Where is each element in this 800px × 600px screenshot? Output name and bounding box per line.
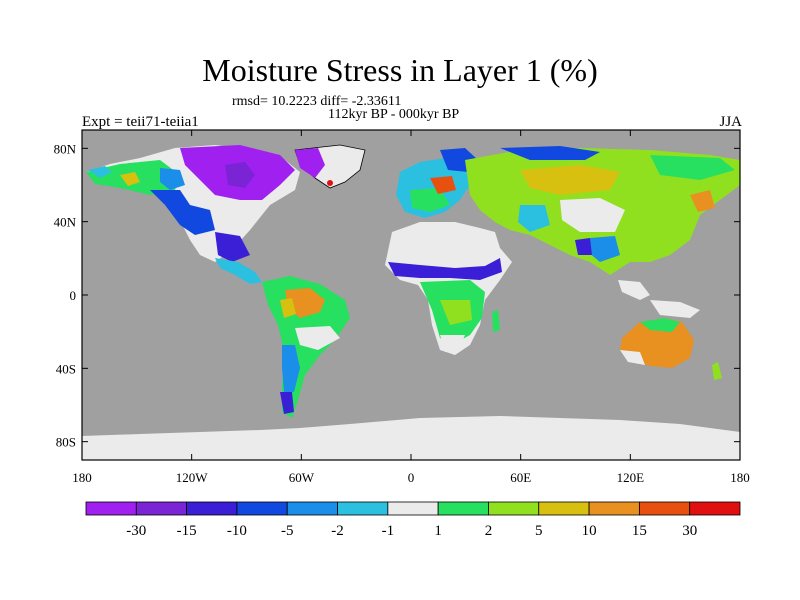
colorbar-box-11 <box>638 501 691 516</box>
lon-label-6: 180 <box>730 470 750 485</box>
field-asia-blue <box>588 236 620 262</box>
colorbar: -30 -15 -10 -5 -2 -1 1 2 5 10 15 30 <box>85 501 741 539</box>
lon-label-2: 60W <box>289 470 315 485</box>
field-na-cyan <box>88 166 112 178</box>
land-fields <box>82 144 740 460</box>
field-asia-yellow <box>520 165 620 195</box>
colorbar-label-0: -30 <box>126 523 146 539</box>
field-africa-yellow <box>440 300 472 325</box>
lon-label-4: 60E <box>510 470 531 485</box>
colorbar-box-7 <box>437 501 489 516</box>
field-sa-purple <box>280 392 294 414</box>
map-title: Moisture Stress in Layer 1 (%) <box>202 52 598 88</box>
field-australia-green <box>640 318 680 332</box>
colorbar-box-3 <box>236 501 288 516</box>
colorbar-label-10: 15 <box>632 523 647 539</box>
colorbar-box-1 <box>135 501 188 516</box>
land-central-america <box>215 258 262 284</box>
field-greenland-purple <box>295 148 325 178</box>
field-na-dark-purple <box>225 162 255 188</box>
field-na-gulf <box>215 232 250 262</box>
colorbar-label-5: -1 <box>382 523 395 539</box>
lat-label-4: 80S <box>56 435 76 450</box>
field-greenland-red <box>327 180 333 186</box>
colorbar-label-7: 2 <box>485 523 493 539</box>
field-asia-white <box>560 198 625 232</box>
colorbar-box-2 <box>186 501 238 516</box>
field-asia-cyan <box>518 205 550 232</box>
field-na-yellow <box>120 172 140 186</box>
field-sa-blue <box>282 345 300 392</box>
land-madagascar <box>492 310 500 332</box>
colorbar-label-9: 10 <box>582 523 597 539</box>
field-africa-white <box>440 335 465 352</box>
field-asia-orange <box>690 190 715 212</box>
colorbar-box-12 <box>689 501 741 516</box>
field-africa-purple <box>388 258 502 280</box>
lat-label-0: 80N <box>54 141 77 156</box>
field-europe-red <box>430 176 456 194</box>
field-sa-yellow <box>280 298 296 318</box>
colorbar-box-4 <box>286 501 338 516</box>
land-antarctica <box>82 416 740 460</box>
colorbar-box-0 <box>85 501 137 516</box>
colorbar-label-6: 1 <box>434 523 442 539</box>
field-na-lightblue <box>160 168 185 190</box>
colorbar-label-2: -10 <box>227 523 247 539</box>
lat-label-3: 40S <box>56 361 76 376</box>
colorbar-label-1: -15 <box>177 523 197 539</box>
field-na-blue <box>150 190 215 235</box>
period-line: 112kyr BP - 000kyr BP <box>328 107 460 122</box>
field-australia-white <box>620 350 645 365</box>
colorbar-box-8 <box>488 501 540 516</box>
experiment-label: Expt = teii71-teiia1 <box>82 114 199 130</box>
colorbar-box-5 <box>337 501 389 516</box>
season-label: JJA <box>719 114 742 130</box>
lon-label-0: 180 <box>72 470 92 485</box>
land-new-zealand <box>712 362 722 380</box>
lon-label-5: 120E <box>617 470 645 485</box>
colorbar-label-11: 30 <box>682 523 697 539</box>
lon-label-3: 0 <box>408 470 415 485</box>
lat-label-1: 40N <box>54 215 77 230</box>
colorbar-label-3: -5 <box>281 523 294 539</box>
lat-label-2: 0 <box>70 288 77 303</box>
land-se-asia <box>618 280 650 300</box>
field-east-siberia <box>650 155 735 180</box>
field-sa-white <box>295 326 340 350</box>
colorbar-box-10 <box>588 501 640 516</box>
colorbar-label-8: 5 <box>535 523 543 539</box>
colorbar-box-9 <box>538 501 590 516</box>
land-indonesia <box>650 300 700 318</box>
field-europe-green <box>410 188 450 212</box>
rmsd-line: rmsd= 10.2223 diff= -2.33611 <box>232 94 402 109</box>
field-arctic-blue <box>500 146 600 160</box>
lon-label-1: 120W <box>176 470 209 485</box>
axis-ticks: 80N 40N 0 40S 80S 180 120W 60W 0 60E 120E 180 <box>54 130 750 485</box>
field-asia-purple <box>575 238 592 255</box>
colorbar-label-4: -2 <box>331 523 344 539</box>
colorbar-box-6 <box>387 501 439 516</box>
